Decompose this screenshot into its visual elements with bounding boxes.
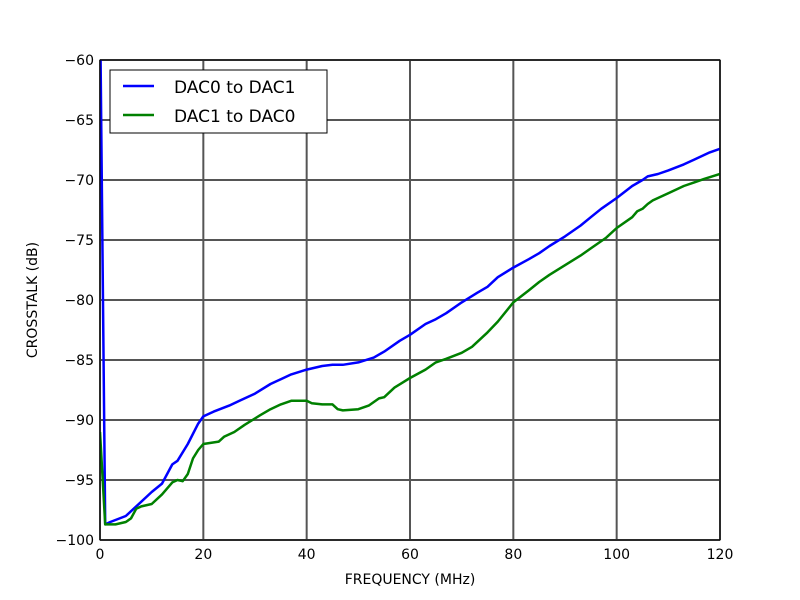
x-tick-label: 100 (603, 547, 630, 563)
y-tick-label: −65 (64, 113, 94, 129)
x-tick-label: 40 (298, 547, 316, 563)
series-line-dac0-to-dac1 (100, 60, 720, 526)
legend: DAC0 to DAC1 DAC1 to DAC0 (109, 69, 328, 134)
y-axis-label: CROSSTALK (dB) (25, 242, 41, 358)
legend-label-dac0-to-dac1: DAC0 to DAC1 (174, 78, 296, 98)
y-tick-label: −70 (64, 173, 94, 189)
x-tick-label: 120 (707, 547, 734, 563)
x-tick-label: 80 (504, 547, 522, 563)
y-tick-label: −60 (64, 53, 94, 69)
x-tick-label: 0 (96, 547, 105, 563)
y-tick-label: −85 (64, 353, 94, 369)
x-tick-label: 60 (401, 547, 419, 563)
y-tick-label: −95 (64, 473, 94, 489)
y-tick-label: −80 (64, 293, 94, 309)
plot-frame (99, 59, 721, 541)
y-tick-label: −90 (64, 413, 94, 429)
y-tick-label: −100 (56, 533, 94, 549)
series-lines (100, 60, 720, 526)
y-tick-label: −75 (64, 233, 94, 249)
ticks: 0 20 40 60 80 100 120 −60 −65 −70 −75 −80 −85 −90 −95 −… (56, 53, 734, 563)
x-axis-label: FREQUENCY (MHz) (345, 572, 476, 588)
x-tick-label: 20 (194, 547, 212, 563)
legend-label-dac1-to-dac0: DAC1 to DAC0 (174, 107, 296, 127)
series-line-dac1-to-dac0 (100, 172, 720, 526)
legend-frame (109, 69, 328, 134)
